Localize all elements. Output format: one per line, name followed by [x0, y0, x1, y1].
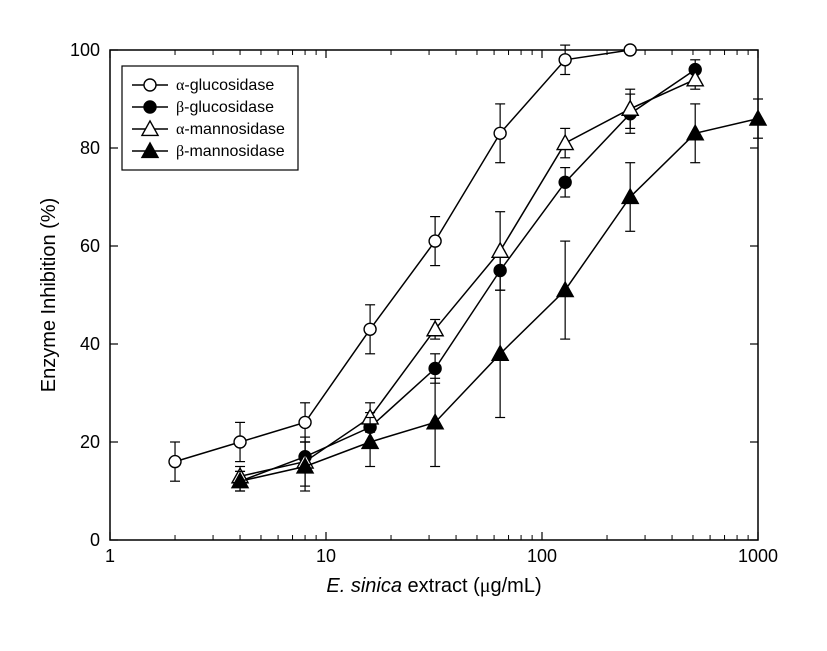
legend-label: α-mannosidase	[176, 121, 285, 138]
y-tick-label: 20	[80, 432, 100, 452]
chart-container: 1 10 100 1000 0 20 40 60 80 100 Enzyme Inhibition …	[0, 0, 827, 651]
y-tick-label: 40	[80, 334, 100, 354]
y-tick-label: 100	[70, 40, 100, 60]
legend: α-glucosidase β-glucosidase α-mannosidase β…	[122, 66, 298, 170]
marker-circle-open	[364, 323, 376, 335]
y-tick-label: 80	[80, 138, 100, 158]
marker-circle-filled	[429, 363, 441, 375]
x-tick-label: 1	[105, 546, 115, 566]
marker-circle-filled	[559, 176, 571, 188]
legend-label: α-glucosidase	[176, 77, 274, 94]
marker-circle-open	[169, 456, 181, 468]
y-tick-label: 60	[80, 236, 100, 256]
enzyme-inhibition-chart: 1 10 100 1000 0 20 40 60 80 100 Enzyme Inhibition …	[0, 0, 827, 651]
legend-label: β-mannosidase	[176, 143, 285, 160]
x-tick-label: 100	[527, 546, 557, 566]
marker-circle-filled	[144, 101, 156, 113]
x-axis-title: E. sinica extract (μg/mL)	[326, 575, 541, 597]
marker-circle-open	[624, 44, 636, 56]
marker-circle-open	[299, 416, 311, 428]
marker-circle-open	[559, 54, 571, 66]
y-axis-title: Enzyme Inhibition (%)	[38, 198, 60, 393]
legend-label: β-glucosidase	[176, 99, 274, 116]
y-tick-label: 0	[90, 530, 100, 550]
x-tick-label: 10	[316, 546, 336, 566]
marker-circle-open	[144, 79, 156, 91]
x-tick-label: 1000	[738, 546, 778, 566]
marker-circle-open	[494, 127, 506, 139]
marker-circle-open	[234, 436, 246, 448]
marker-circle-open	[429, 235, 441, 247]
